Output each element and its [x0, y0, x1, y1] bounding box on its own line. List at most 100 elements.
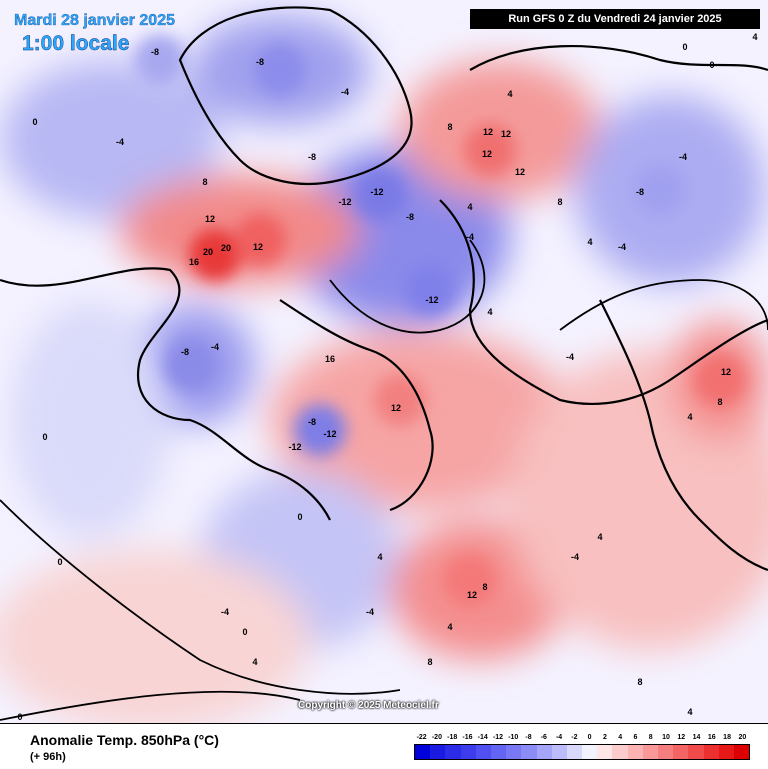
- anomaly-label: 4: [252, 657, 257, 667]
- anomaly-label: -12: [425, 295, 438, 305]
- color-scale-tick: 6: [633, 734, 638, 741]
- anomaly-label: -4: [679, 152, 687, 162]
- color-scale-tick: -4: [555, 734, 563, 741]
- anomaly-label: 8: [427, 657, 432, 667]
- anomaly-label: 0: [682, 42, 687, 52]
- coastline-eurasia: [439, 44, 768, 406]
- variable-title: Anomalie Temp. 850hPa (°C): [30, 732, 219, 748]
- color-scale-swatch: [733, 745, 750, 759]
- anomaly-label: 20: [221, 243, 231, 253]
- anomaly-label: -4: [116, 137, 124, 147]
- anomaly-label: 12: [483, 127, 493, 137]
- anomaly-label: 8: [717, 397, 722, 407]
- color-scale-swatch: [506, 745, 522, 759]
- anomaly-label: -4: [618, 242, 626, 252]
- cold-region-west: [10, 300, 170, 540]
- color-scale-swatch: [627, 745, 643, 759]
- color-scale-tick: 8: [648, 734, 653, 741]
- anomaly-label: -4: [211, 342, 219, 352]
- anomaly-label: 0: [57, 557, 62, 567]
- color-scale-swatch: [521, 745, 537, 759]
- anomaly-label: -8: [308, 417, 316, 427]
- coastlines: [0, 6, 768, 572]
- anomaly-label: -12: [370, 187, 383, 197]
- anomaly-label: 4: [467, 202, 472, 212]
- anomaly-core-11: [634, 164, 686, 216]
- anomaly-label: -4: [221, 607, 229, 617]
- coastline-alaska: [279, 299, 434, 512]
- forecast-local-time: 1:00 locale: [22, 32, 130, 55]
- anomaly-label: 4: [447, 622, 452, 632]
- anomaly-label: -8: [406, 212, 414, 222]
- anomaly-labels: -8 -8 -4 -4 -12 -12 -8 -12 -8 12 20 20 16 12 8 12 12 12 12…: [17, 32, 757, 722]
- anomaly-label: 4: [377, 552, 382, 562]
- anomaly-label: -8: [181, 347, 189, 357]
- color-scale-swatch: [582, 745, 598, 759]
- anomaly-label: 0: [297, 512, 302, 522]
- color-scale-swatch: [597, 745, 613, 759]
- color-scale-swatch: [566, 745, 583, 759]
- color-scale-tick: -6: [540, 734, 547, 741]
- color-scale-swatch: [460, 745, 476, 759]
- anomaly-core-4: [189, 229, 241, 281]
- anomaly-label: 16: [325, 354, 335, 364]
- color-scale-swatch: [612, 745, 628, 759]
- anomaly-label: 0: [32, 117, 37, 127]
- run-info-banner: Run GFS 0 Z du Vendredi 24 janvier 2025: [470, 9, 760, 29]
- color-scale-tick: 12: [677, 734, 686, 741]
- color-scale-tick: 10: [662, 734, 670, 741]
- anomaly-field: [0, 15, 768, 723]
- color-scale-tick: -12: [492, 734, 504, 741]
- anomaly-label: 12: [391, 403, 401, 413]
- anomaly-label: 8: [447, 122, 452, 132]
- warm-region-alaska: [270, 330, 570, 510]
- anomaly-label: -12: [338, 197, 351, 207]
- anomaly-label: -8: [256, 57, 264, 67]
- anomaly-label: 0: [709, 60, 714, 70]
- anomaly-label: 12: [467, 590, 477, 600]
- cold-region-canada: [0, 60, 220, 220]
- anomaly-label: 12: [721, 367, 731, 377]
- color-scale-swatch: [415, 745, 431, 759]
- color-scale-tick: -2: [571, 734, 578, 741]
- anomaly-label: 8: [482, 582, 487, 592]
- contour-zero-2: [329, 239, 486, 334]
- color-scale-tick: -20: [431, 734, 442, 741]
- contour-zero-3: [559, 279, 768, 331]
- anomaly-core-0: [134, 34, 186, 86]
- color-scale-tick: -14: [477, 734, 488, 741]
- anomaly-label: 4: [687, 707, 692, 717]
- color-scale-swatch: [688, 745, 704, 759]
- color-scale-tick: -8: [525, 734, 532, 741]
- anomaly-label: -4: [566, 352, 574, 362]
- anomaly-label: 4: [487, 307, 492, 317]
- anomaly-label: 0: [242, 627, 247, 637]
- anomaly-label: -4: [466, 232, 474, 242]
- color-scale-tick: 20: [738, 734, 747, 741]
- anomaly-label: 12: [253, 242, 263, 252]
- anomaly-label: -4: [341, 87, 349, 97]
- anomaly-label: 8: [557, 197, 562, 207]
- anomaly-label: 20: [203, 247, 213, 257]
- anomaly-core-6: [464, 124, 516, 176]
- anomaly-core-5: [234, 214, 286, 266]
- anomaly-label: 12: [501, 129, 511, 139]
- anomaly-label: 4: [752, 32, 757, 42]
- color-scale-tick: 2: [602, 734, 607, 741]
- color-scale-tick: -18: [447, 734, 458, 741]
- anomaly-label: 12: [515, 167, 525, 177]
- color-scale-swatch: [551, 745, 567, 759]
- anomaly-core-12: [694, 354, 746, 406]
- anomaly-label: 4: [587, 237, 592, 247]
- anomaly-label: 12: [482, 149, 492, 159]
- footer-bar: Anomalie Temp. 850hPa (°C) (+ 96h) -22 -2…: [0, 723, 768, 769]
- anomaly-label: -12: [323, 429, 336, 439]
- color-scale-swatch: [673, 745, 689, 759]
- contour-zero-4: [0, 690, 301, 721]
- anomaly-core-7: [374, 374, 426, 426]
- anomaly-label: -4: [571, 552, 579, 562]
- color-scale: -22 -20 -18 -16 -14 -12 -10 -8 -6 -4 -2 0 2 4 6 8 10 12 14…: [414, 734, 750, 760]
- warm-region-south: [0, 550, 310, 723]
- color-scale-swatch: [718, 745, 734, 759]
- coastline-asia-east: [599, 299, 768, 572]
